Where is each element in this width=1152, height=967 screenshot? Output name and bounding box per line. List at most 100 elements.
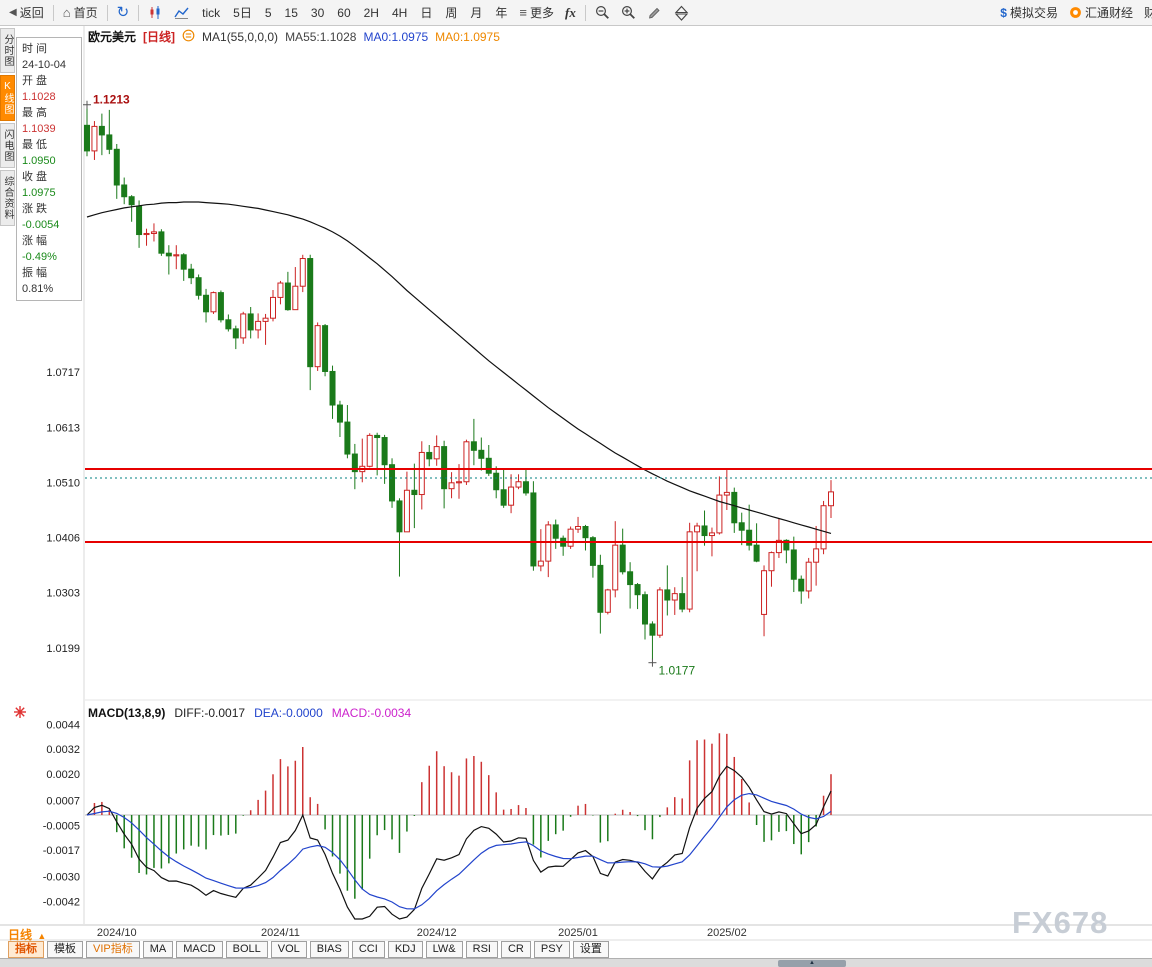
bottom-tab-指标[interactable]: 指标: [8, 941, 44, 958]
timeframe-button-5[interactable]: 5: [264, 5, 272, 20]
bottom-tab-RSI[interactable]: RSI: [465, 941, 498, 958]
svg-text:-0.0030: -0.0030: [43, 872, 80, 884]
zoom-in-button[interactable]: [616, 3, 641, 22]
svg-text:0.0007: 0.0007: [46, 796, 80, 808]
scrollbar-handle[interactable]: ▲: [778, 960, 846, 967]
time-axis-labels: 2024/10 2024/11 2024/12 2025/01 2025/02: [97, 927, 747, 939]
pattern-tool-button[interactable]: [668, 3, 695, 23]
watermark: FX678: [1012, 905, 1109, 940]
timeframe-button-5d[interactable]: 5日: [233, 6, 252, 20]
current-period-text: 日线: [8, 928, 33, 942]
timeframe-button-30[interactable]: 30: [310, 5, 325, 20]
left-tab-shandian[interactable]: 闪电图: [0, 123, 15, 168]
refresh-button[interactable]: ↻: [112, 4, 135, 21]
bottom-tab-VIP指标[interactable]: VIP指标: [86, 941, 140, 958]
zoom-out-icon: [595, 5, 609, 19]
svg-text:2025/01: 2025/01: [558, 927, 598, 939]
timeframe-button-15[interactable]: 15: [284, 5, 298, 20]
toolbar-separator: [584, 4, 586, 21]
info-row-open: 开 盘 1.1028: [22, 73, 76, 105]
back-label: 返回: [19, 6, 44, 20]
macd-histogram: [93, 733, 832, 899]
draw-button[interactable]: [642, 3, 667, 22]
bottom-tab-BIAS[interactable]: BIAS: [309, 941, 349, 958]
line-chart-icon: [174, 7, 189, 19]
timeframe-button-60[interactable]: 60: [337, 5, 351, 20]
chart-scrollbar[interactable]: ▲: [0, 958, 1152, 967]
info-value-change: -0.0054: [22, 219, 60, 231]
triangles-icon: [674, 5, 689, 21]
info-row-amplitude: 振 幅 0.81%: [22, 265, 76, 297]
brand-label: 汇通财经: [1084, 6, 1133, 20]
info-row-change: 涨 跌 -0.0054: [22, 201, 76, 233]
left-tab-kline[interactable]: K线图: [0, 75, 15, 121]
macd-diff-line: [86, 765, 832, 920]
scale-toggle-icon[interactable]: [182, 29, 195, 45]
back-button[interactable]: ◀ 返回: [4, 2, 49, 23]
dollar-icon: $: [1000, 5, 1007, 20]
info-value-close: 1.0975: [22, 187, 56, 199]
bottom-tab-模板[interactable]: 模板: [47, 941, 83, 958]
info-row-close: 收 盘 1.0975: [22, 169, 76, 201]
macd-axis-labels: 0.0044 0.0032 0.0020 0.0007 -0.0005 -0.0017 -0…: [43, 719, 80, 908]
toolbar-separator: [138, 4, 140, 21]
sim-trading-button[interactable]: $ 模拟交易: [995, 2, 1063, 23]
toolbar-separator: [106, 4, 108, 21]
calendar-button[interactable]: 财: [1139, 2, 1152, 23]
timeframe-button-2H[interactable]: 2H: [363, 5, 379, 20]
timeframe-button-年[interactable]: 年: [495, 6, 508, 20]
candlestick-view-button[interactable]: [143, 3, 168, 22]
price-axis-labels: 1.0717 1.0613 1.0510 1.0406 1.0303 1.0199: [46, 367, 80, 655]
info-value-amplitude: 0.81%: [22, 283, 54, 295]
svg-text:1.1213: 1.1213: [93, 93, 130, 107]
info-label-open: 开 盘: [22, 75, 48, 87]
timeframe-button-tick[interactable]: tick: [202, 5, 221, 20]
left-tab-strip: 分时图 K线图闪电图综合资料: [0, 28, 16, 226]
svg-text:1.0199: 1.0199: [46, 643, 80, 655]
more-button[interactable]: ≡ 更多: [514, 2, 559, 23]
price-annotations: 1.1213 1.0177: [83, 93, 695, 678]
menu-icon: ≡: [519, 5, 527, 20]
indicator-settings-icon[interactable]: [13, 705, 27, 724]
bottom-tab-BOLL[interactable]: BOLL: [225, 941, 268, 958]
bottom-tab-CR[interactable]: CR: [500, 941, 531, 958]
refresh-icon: ↻: [116, 4, 130, 21]
bottom-tab-MACD[interactable]: MACD: [176, 941, 223, 958]
info-label-change: 涨 跌: [22, 203, 48, 215]
bottom-tab-VOL[interactable]: VOL: [270, 941, 307, 958]
timeframe-button-周[interactable]: 周: [445, 6, 458, 20]
toolbar-separator: [52, 4, 54, 21]
more-label: 更多: [529, 6, 554, 20]
timeframe-button-日[interactable]: 日: [420, 6, 433, 20]
bottom-tab-CCI[interactable]: CCI: [351, 941, 385, 958]
left-tab-zonghe[interactable]: 综合资料: [0, 170, 15, 226]
svg-text:2024/11: 2024/11: [261, 927, 300, 939]
timeframe-button-月[interactable]: 月: [470, 6, 483, 20]
macd-title: MACD(13,8,9): [88, 706, 166, 720]
current-period-selector[interactable]: 日线 ▲: [8, 926, 46, 943]
chart-frame: [0, 26, 1152, 941]
symbol-name: 欧元美元: [88, 30, 137, 44]
ma-definition: MA1(55,0,0,0): [202, 29, 279, 44]
macd-header: MACD(13,8,9) DIFF:-0.0017 DEA:-0.0000 MA…: [88, 706, 411, 720]
bottom-tab-设置[interactable]: 设置: [572, 941, 609, 958]
svg-text:0.0044: 0.0044: [46, 719, 80, 731]
left-tab-fenshi[interactable]: 分时图: [0, 28, 15, 73]
candlestick-chart-icon: [150, 6, 160, 19]
info-value-time: 24-10-04: [22, 59, 67, 71]
sim-trading-label: 模拟交易: [1009, 6, 1058, 20]
home-button[interactable]: ⌂ 首页: [58, 2, 103, 23]
svg-text:1.0510: 1.0510: [46, 477, 80, 489]
zoom-out-button[interactable]: [590, 3, 615, 22]
brand-button[interactable]: 汇通财经: [1064, 2, 1138, 23]
bottom-tab-KDJ[interactable]: KDJ: [387, 941, 423, 958]
fx-indicator-button[interactable]: fx: [560, 3, 581, 23]
bottom-tab-PSY[interactable]: PSY: [533, 941, 570, 958]
bottom-tab-MA[interactable]: MA: [142, 941, 174, 958]
period-badge: [日线]: [143, 30, 176, 44]
timeframe-button-4H[interactable]: 4H: [391, 5, 408, 20]
line-view-button[interactable]: [169, 3, 195, 22]
bottom-tab-LW&[interactable]: LW&: [425, 941, 463, 958]
